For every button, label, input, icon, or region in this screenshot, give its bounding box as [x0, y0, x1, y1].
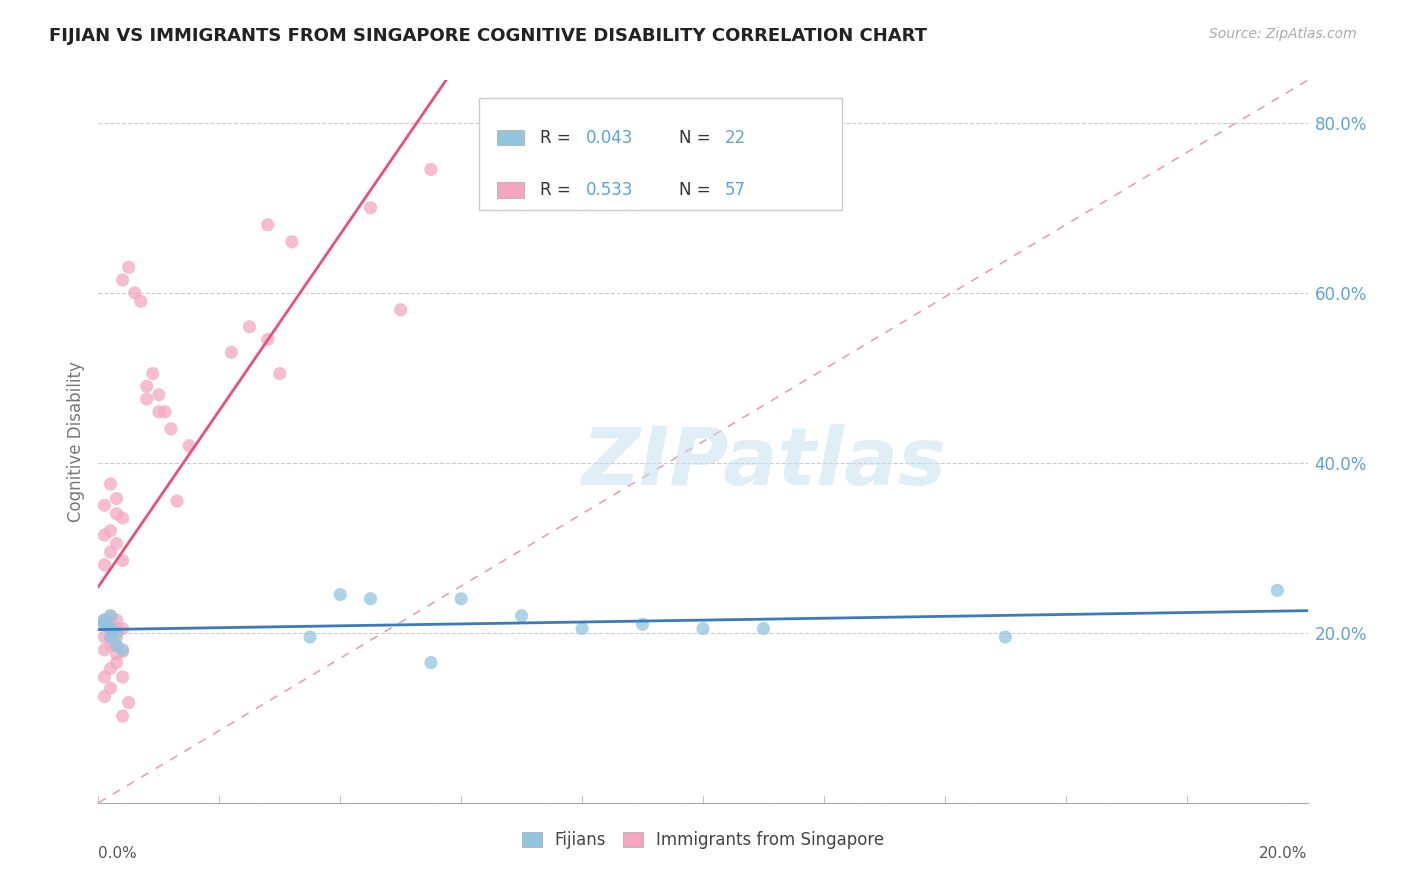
Text: R =: R =: [540, 181, 576, 199]
Point: [299, 630, 322, 644]
Point: [135, 379, 157, 393]
Point: [100, 608, 122, 623]
Point: [100, 661, 122, 675]
Point: [111, 642, 134, 657]
Point: [93, 630, 115, 644]
Point: [105, 622, 128, 636]
Point: [142, 367, 165, 381]
Point: [100, 622, 122, 636]
Point: [105, 507, 128, 521]
Point: [111, 644, 134, 658]
Point: [129, 294, 152, 309]
Text: N =: N =: [679, 128, 716, 146]
Point: [420, 656, 443, 670]
Point: [100, 630, 122, 644]
Point: [360, 201, 382, 215]
Text: N =: N =: [679, 181, 716, 199]
Point: [93, 642, 115, 657]
Point: [100, 681, 122, 695]
Point: [124, 285, 146, 300]
Point: [510, 608, 533, 623]
Point: [93, 617, 115, 632]
Point: [100, 608, 122, 623]
Text: 57: 57: [724, 181, 745, 199]
Point: [93, 528, 115, 542]
Point: [111, 709, 134, 723]
Text: Source: ZipAtlas.com: Source: ZipAtlas.com: [1209, 27, 1357, 41]
Point: [93, 613, 115, 627]
Point: [256, 333, 278, 347]
Point: [105, 630, 128, 644]
Point: [100, 622, 122, 636]
Point: [111, 622, 134, 636]
Point: [100, 622, 122, 636]
Point: [329, 588, 352, 602]
Text: ZIPatlas: ZIPatlas: [581, 425, 946, 502]
Point: [148, 388, 170, 402]
Text: 20.0%: 20.0%: [1260, 847, 1308, 861]
Point: [571, 622, 593, 636]
Point: [100, 630, 122, 644]
Point: [93, 670, 115, 684]
Point: [256, 218, 278, 232]
Point: [1267, 583, 1289, 598]
Text: 0.043: 0.043: [586, 128, 633, 146]
Point: [111, 511, 134, 525]
Point: [105, 639, 128, 653]
FancyBboxPatch shape: [498, 182, 524, 198]
Point: [105, 639, 128, 653]
Point: [118, 260, 141, 275]
Point: [105, 625, 128, 640]
Point: [160, 422, 183, 436]
Point: [100, 639, 122, 653]
Text: R =: R =: [540, 128, 576, 146]
Point: [752, 622, 775, 636]
Point: [692, 622, 714, 636]
Point: [281, 235, 304, 249]
Point: [389, 302, 412, 317]
Point: [100, 477, 122, 491]
Text: 0.533: 0.533: [586, 181, 633, 199]
Point: [118, 696, 141, 710]
Point: [111, 670, 134, 684]
Point: [450, 591, 472, 606]
FancyBboxPatch shape: [479, 98, 842, 211]
Point: [360, 591, 382, 606]
Point: [135, 392, 157, 406]
Point: [93, 690, 115, 704]
Point: [148, 405, 170, 419]
Point: [93, 613, 115, 627]
Point: [93, 613, 115, 627]
Point: [105, 656, 128, 670]
Text: FIJIAN VS IMMIGRANTS FROM SINGAPORE COGNITIVE DISABILITY CORRELATION CHART: FIJIAN VS IMMIGRANTS FROM SINGAPORE COGN…: [49, 27, 927, 45]
Text: 22: 22: [724, 128, 747, 146]
Point: [179, 439, 201, 453]
Point: [100, 524, 122, 538]
Point: [105, 613, 128, 627]
Point: [153, 405, 176, 419]
Point: [111, 273, 134, 287]
Point: [111, 553, 134, 567]
Point: [631, 617, 654, 632]
Text: 0.0%: 0.0%: [98, 847, 138, 861]
FancyBboxPatch shape: [498, 129, 524, 145]
Point: [93, 617, 115, 632]
Point: [105, 536, 128, 550]
Point: [105, 491, 128, 506]
Point: [994, 630, 1017, 644]
Point: [239, 319, 262, 334]
Point: [221, 345, 243, 359]
Point: [100, 545, 122, 559]
Point: [93, 558, 115, 572]
Point: [105, 647, 128, 661]
Legend: Fijians, Immigrants from Singapore: Fijians, Immigrants from Singapore: [515, 824, 891, 856]
Point: [269, 367, 291, 381]
Point: [420, 162, 443, 177]
Point: [93, 498, 115, 512]
Point: [100, 613, 122, 627]
Point: [166, 494, 188, 508]
Y-axis label: Cognitive Disability: Cognitive Disability: [66, 361, 84, 522]
